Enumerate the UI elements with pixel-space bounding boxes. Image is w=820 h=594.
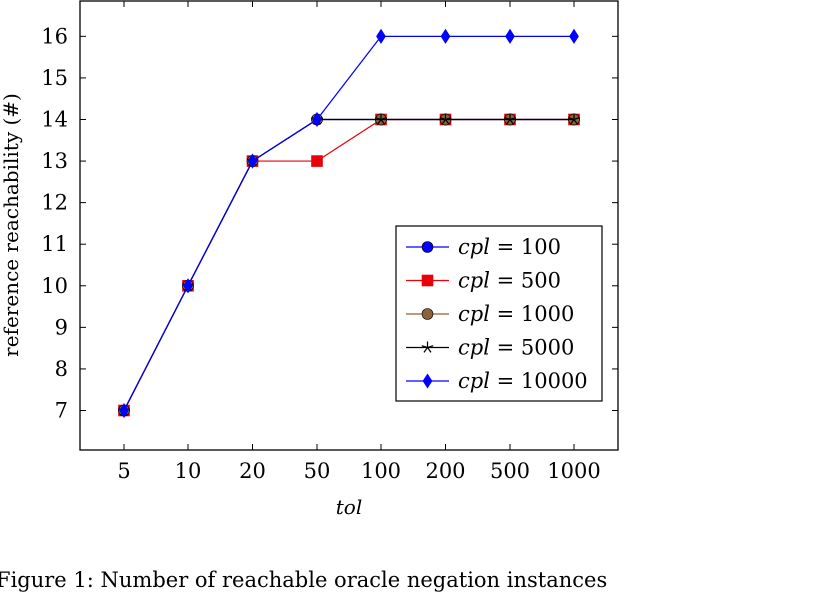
data-point [376,28,386,44]
series-4 [119,28,579,419]
legend-marker [421,341,434,353]
legend-entry: cpl = 5000 [406,336,574,360]
data-point [439,113,452,125]
y-tick-label: 14 [41,107,68,131]
x-tick-label: 20 [239,459,266,483]
y-tick-label: 15 [41,66,68,90]
y-tick-label: 12 [41,191,68,215]
data-point [440,28,451,44]
legend-entry: cpl = 1000 [406,302,574,326]
legend-label: cpl = 10000 [458,369,588,393]
y-tick-label: 9 [55,315,68,339]
x-tick-label: 500 [490,459,530,483]
legend-marker [421,308,434,320]
data-point [505,28,515,44]
tick-labels: 5 10 20 50 100 200 500 1000 7 8 9 10 11 12 13 14 15 16 [41,24,600,483]
y-tick-label: 16 [41,24,68,48]
data-point [375,113,387,125]
x-axis-title: tol [336,495,362,519]
plot-area-frame [79,0,619,451]
y-axis-title: reference reachability (#) [0,93,23,357]
data-point [569,28,579,44]
data-point [504,113,516,125]
x-tick-label: 100 [361,459,401,483]
legend: cpl = 100 cpl = 500 cpl = 1000 cpl = 5000 cp… [395,225,603,402]
data-point [311,155,323,167]
x-tick-label: 10 [175,459,202,483]
x-tick-label: 200 [425,459,465,483]
legend-entry: cpl = 10000 [406,369,588,393]
legend-entry: cpl = 100 [406,235,561,259]
legend-entry: cpl = 500 [406,269,561,293]
y-tick-label: 13 [41,149,68,173]
legend-label: cpl = 500 [458,269,561,293]
y-tick-label: 7 [55,399,68,423]
legend-marker [421,241,434,253]
data-point [247,153,258,169]
legend-marker [421,274,434,287]
figure-caption: Figure 1: Number of reachable oracle neg… [0,568,607,592]
series-layer [118,28,580,419]
y-tick-label: 8 [55,357,68,381]
y-tick-label: 10 [41,274,68,298]
data-point [119,402,129,419]
x-tick-label: 50 [304,459,331,483]
data-point [183,278,193,294]
series-line [123,35,574,411]
legend-label: cpl = 1000 [458,302,574,326]
x-tick-label: 5 [117,459,130,483]
x-tick-label: 1000 [547,459,600,483]
data-point [312,111,322,128]
data-point [568,113,580,125]
y-tick-label: 11 [41,232,68,256]
axis-ticks [80,1,618,450]
legend-label: cpl = 5000 [458,336,574,360]
legend-marker [422,373,433,389]
legend-label: cpl = 100 [458,235,561,259]
